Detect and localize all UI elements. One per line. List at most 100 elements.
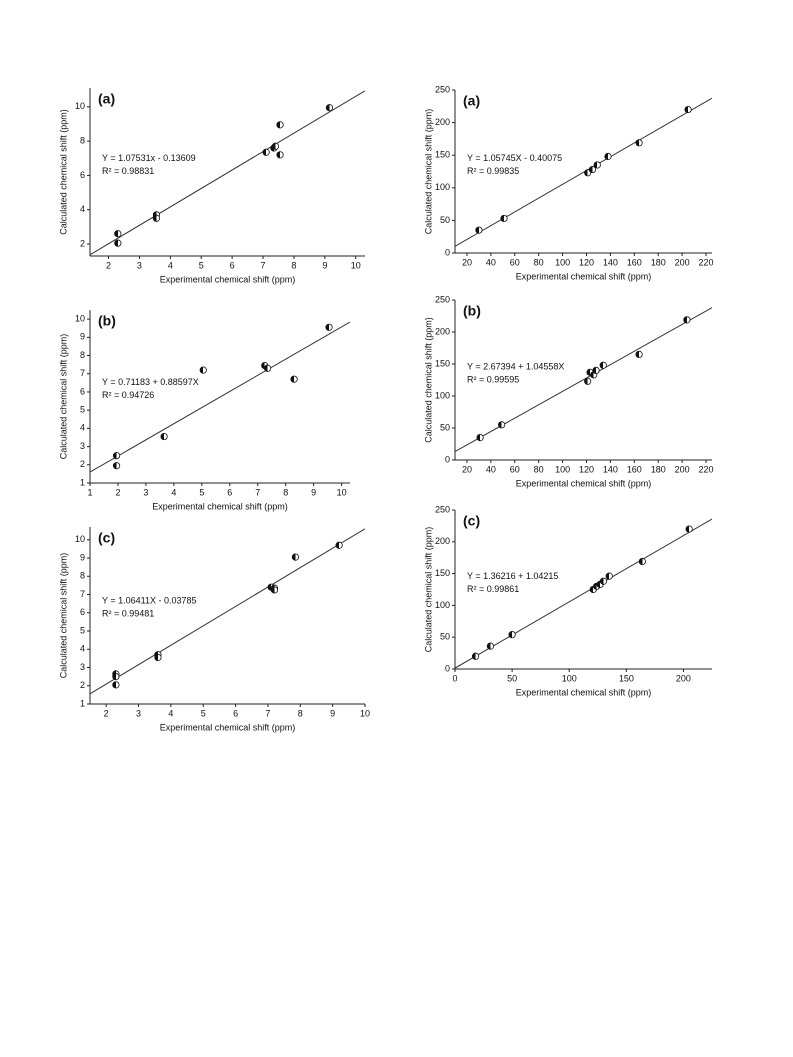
- y-tick-label: 0: [445, 663, 450, 673]
- y-tick-label: 200: [435, 117, 450, 127]
- y-tick-label: 250: [435, 84, 450, 94]
- x-axis-label: Experimental chemical shift (ppm): [160, 274, 296, 284]
- data-point: [276, 121, 284, 129]
- x-tick-label: 5: [199, 487, 204, 497]
- x-tick-label: 80: [534, 257, 544, 267]
- x-tick-label: 60: [510, 464, 520, 474]
- data-point: [593, 161, 601, 169]
- x-tick-label: 4: [171, 487, 176, 497]
- x-tick-label: 2: [115, 487, 120, 497]
- x-tick-label: 10: [337, 487, 347, 497]
- y-tick-label: 8: [80, 350, 85, 360]
- fit-line: [455, 307, 712, 453]
- y-tick-label: 50: [440, 632, 450, 642]
- x-tick-label: 0: [452, 673, 457, 683]
- x-tick-label: 7: [265, 708, 270, 718]
- y-tick-label: 2: [80, 459, 85, 469]
- r-squared: R² = 0.94726: [102, 390, 154, 400]
- y-tick-label: 2: [80, 680, 85, 690]
- x-tick-label: 10: [360, 708, 370, 718]
- x-tick-label: 5: [201, 708, 206, 718]
- data-point: [263, 364, 272, 372]
- x-tick-label: 20: [462, 257, 472, 267]
- fit-line: [455, 97, 712, 247]
- x-tick-label: 120: [579, 257, 594, 267]
- y-tick-label: 100: [435, 600, 450, 610]
- panel-label: (a): [463, 93, 480, 109]
- data-point: [604, 152, 612, 161]
- data-point: [112, 681, 120, 689]
- data-point: [683, 316, 691, 324]
- data-point: [635, 139, 643, 147]
- chart-panel: 20 40 60 80 100 120 140 160 180 200 220 0 50 100 150 20…: [423, 294, 713, 488]
- chart-panel: 20 40 60 80 100 120 140 160 180 200 220 0 50 100 150 20…: [423, 84, 713, 281]
- y-tick-label: 10: [75, 101, 85, 111]
- x-tick-label: 20: [462, 464, 472, 474]
- x-tick-label: 200: [676, 673, 691, 683]
- data-point: [112, 673, 120, 681]
- data-point: [498, 421, 506, 429]
- data-point: [588, 165, 597, 174]
- fit-line: [90, 321, 350, 473]
- x-tick-label: 220: [699, 464, 714, 474]
- equation: Y = 1.36216 + 1.04215: [467, 571, 558, 581]
- data-point: [276, 151, 284, 159]
- x-tick-label: 180: [651, 257, 666, 267]
- y-tick-label: 100: [435, 182, 450, 192]
- data-point: [271, 142, 279, 150]
- x-tick-label: 8: [298, 708, 303, 718]
- y-axis-label: Calculated chemical shift (ppm): [58, 553, 68, 679]
- data-point: [199, 366, 207, 374]
- panel-label: (b): [463, 303, 481, 319]
- x-tick-label: 6: [230, 260, 235, 270]
- y-tick-label: 6: [80, 607, 85, 617]
- x-axis-label: Experimental chemical shift (ppm): [160, 722, 296, 732]
- data-point: [685, 525, 693, 533]
- x-tick-label: 140: [603, 257, 618, 267]
- chart-panel: 1 2 3 4 5 6 7 8 9 10 1 2 3 4 5 6 7 8 9 10 Experimental chemi…: [58, 310, 350, 511]
- y-tick-label: 3: [80, 441, 85, 451]
- x-tick-label: 100: [562, 673, 577, 683]
- y-axis-label: Calculated chemical shift (ppm): [58, 109, 68, 235]
- x-tick-label: 4: [168, 260, 173, 270]
- x-axis-label: Experimental chemical shift (ppm): [516, 271, 652, 281]
- equation: Y = 1.07531x - 0.13609: [102, 153, 196, 163]
- y-tick-label: 100: [435, 390, 450, 400]
- data-point: [605, 572, 613, 580]
- fit-line: [90, 528, 365, 695]
- x-tick-label: 7: [255, 487, 260, 497]
- x-tick-label: 7: [261, 260, 266, 270]
- y-tick-label: 0: [445, 454, 450, 464]
- data-point: [114, 230, 122, 238]
- x-tick-label: 9: [322, 260, 327, 270]
- x-axis-label: Experimental chemical shift (ppm): [152, 501, 288, 511]
- y-tick-label: 7: [80, 589, 85, 599]
- y-tick-label: 3: [80, 662, 85, 672]
- y-tick-label: 9: [80, 552, 85, 562]
- data-point: [290, 375, 298, 383]
- x-tick-label: 3: [137, 260, 142, 270]
- data-point: [114, 239, 122, 247]
- data-point: [325, 323, 333, 331]
- chart-panel: 0 50 100 150 200 0 50 100 150 200 250 Experimental …: [423, 504, 712, 697]
- x-tick-label: 1: [87, 487, 92, 497]
- panel-label: (b): [98, 313, 116, 329]
- fit-line: [90, 90, 365, 256]
- x-tick-label: 9: [311, 487, 316, 497]
- r-squared: R² = 0.99835: [467, 166, 519, 176]
- y-tick-label: 4: [80, 644, 85, 654]
- x-tick-label: 200: [675, 257, 690, 267]
- x-tick-label: 50: [507, 673, 517, 683]
- y-tick-label: 150: [435, 150, 450, 160]
- data-point: [471, 652, 480, 660]
- x-tick-label: 220: [699, 257, 714, 267]
- x-tick-label: 5: [199, 260, 204, 270]
- x-tick-label: 6: [233, 708, 238, 718]
- y-tick-label: 250: [435, 504, 450, 514]
- x-tick-label: 150: [619, 673, 634, 683]
- data-point: [486, 642, 495, 650]
- data-point: [500, 214, 508, 223]
- panel-label: (c): [463, 513, 480, 529]
- x-tick-label: 40: [486, 257, 496, 267]
- x-tick-label: 4: [168, 708, 173, 718]
